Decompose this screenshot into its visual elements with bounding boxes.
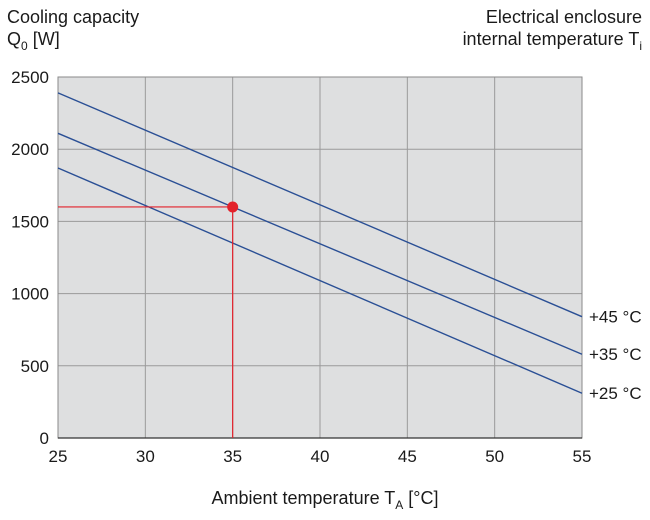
series-label: +45 °C xyxy=(589,308,642,327)
x-tick-label: 55 xyxy=(573,447,592,466)
series-line xyxy=(57,167,583,394)
y-tick-label: 1500 xyxy=(11,212,49,231)
y-tick-label: 500 xyxy=(21,357,49,376)
x-tick-label: 45 xyxy=(398,447,417,466)
series-line xyxy=(57,92,583,318)
x-axis-title: Ambient temperature TA [°C] xyxy=(211,488,439,512)
x-tick-label: 30 xyxy=(136,447,155,466)
x-tick-label: 25 xyxy=(49,447,68,466)
y-tick-label: 1000 xyxy=(11,285,49,304)
series-label: +35 °C xyxy=(589,345,642,364)
legend-title: Electrical enclosure internal temperatur… xyxy=(462,6,642,53)
y-tick-label: 2500 xyxy=(11,68,49,87)
series-label: +25 °C xyxy=(589,384,642,403)
x-tick-label: 35 xyxy=(223,447,242,466)
x-tick-label: 40 xyxy=(311,447,330,466)
y-axis-title-line1: Cooling capacity xyxy=(7,7,140,27)
y-tick-label: 0 xyxy=(40,429,49,448)
series-line xyxy=(57,132,583,355)
y-tick-label: 2000 xyxy=(11,140,49,159)
x-tick-label: 50 xyxy=(485,447,504,466)
y-axis-title: Cooling capacity Q0 [W] xyxy=(7,6,140,53)
y-axis-title-line2: Q0 [W] xyxy=(7,29,60,53)
operating-point-marker xyxy=(227,201,239,213)
legend-title-line2: internal temperature Ti xyxy=(462,29,642,53)
legend-title-line1: Electrical enclosure xyxy=(485,7,642,27)
